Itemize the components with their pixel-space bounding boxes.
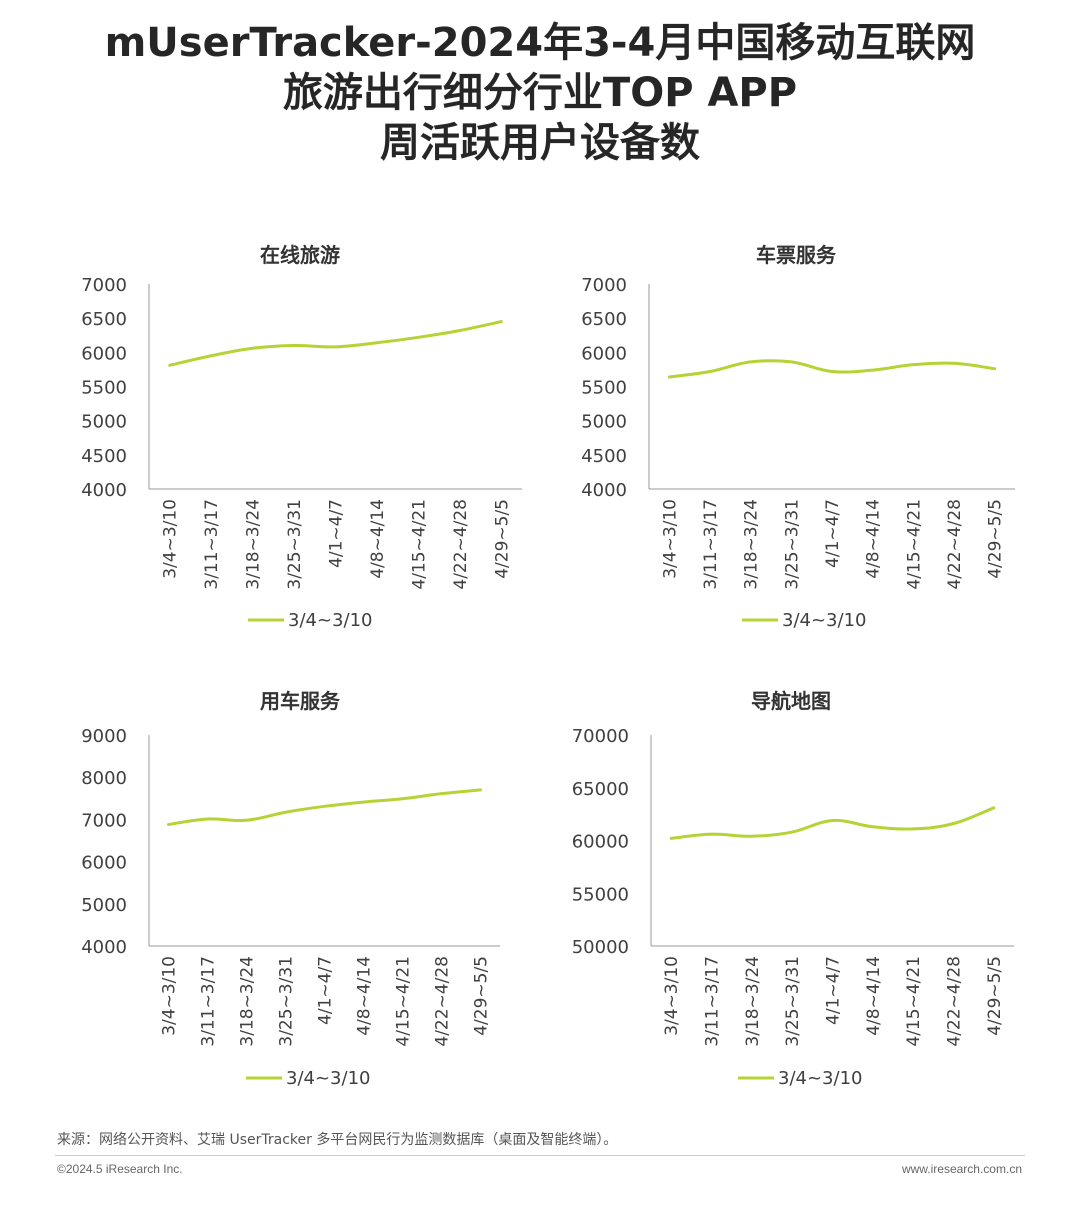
series-line bbox=[168, 320, 503, 367]
x-tick-label: 3/25~3/31 bbox=[277, 956, 297, 1047]
y-tick-label: 4000 bbox=[581, 480, 627, 501]
y-tick-label: 60000 bbox=[572, 832, 629, 853]
x-tick-label: 4/15~4/21 bbox=[904, 499, 924, 590]
y-tick-label: 4000 bbox=[81, 480, 127, 501]
legend: 3/4~3/10 bbox=[742, 610, 866, 631]
x-tick-label: 4/8~4/14 bbox=[864, 956, 884, 1036]
x-tick-label: 4/8~4/14 bbox=[368, 499, 388, 579]
x-tick-label: 4/22~4/28 bbox=[451, 499, 471, 590]
x-tick-label: 3/4~3/10 bbox=[662, 956, 682, 1036]
x-tick-label: 4/1~4/7 bbox=[316, 956, 336, 1025]
x-tick-label: 4/15~4/21 bbox=[904, 956, 924, 1047]
title-line-2: 旅游出行细分行业TOP APP bbox=[282, 70, 798, 116]
series-line bbox=[669, 806, 996, 840]
chart-title: 车票服务 bbox=[756, 243, 837, 267]
x-tick-label: 4/15~4/21 bbox=[394, 956, 414, 1047]
y-tick-label: 70000 bbox=[572, 726, 629, 747]
chart-title: 用车服务 bbox=[260, 689, 341, 713]
y-tick-label: 6500 bbox=[581, 309, 627, 330]
y-tick-label: 4500 bbox=[581, 446, 627, 467]
x-tick-label: 3/11~3/17 bbox=[202, 499, 222, 590]
y-tick-label: 5500 bbox=[581, 378, 627, 399]
legend: 3/4~3/10 bbox=[248, 610, 372, 631]
y-tick-label: 6000 bbox=[81, 853, 127, 874]
title-line-1: mUserTracker-2024年3-4月中国移动互联网 bbox=[104, 20, 976, 66]
page-title: mUserTracker-2024年3-4月中国移动互联网 旅游出行细分行业TO… bbox=[0, 18, 1080, 168]
x-tick-label: 3/4~3/10 bbox=[160, 956, 180, 1036]
legend-label: 3/4~3/10 bbox=[782, 610, 866, 631]
x-tick-label: 3/18~3/24 bbox=[742, 499, 762, 590]
x-tick-label: 3/4~3/10 bbox=[660, 499, 680, 579]
chart-navigation-map: 导航地图 50000 55000 60000 65000 70000 3/4~3/10 3/1… bbox=[572, 689, 1014, 1089]
legend-label: 3/4~3/10 bbox=[778, 1068, 862, 1089]
y-tick-label: 7000 bbox=[81, 810, 127, 831]
y-tick-label: 5000 bbox=[81, 412, 127, 433]
y-tick-label: 50000 bbox=[572, 937, 629, 958]
x-tick-label: 3/11~3/17 bbox=[703, 956, 723, 1047]
x-tick-label: 4/22~4/28 bbox=[945, 499, 965, 590]
x-tick-label: 4/1~4/7 bbox=[327, 499, 347, 568]
x-tick-label: 4/29~5/5 bbox=[492, 499, 512, 579]
x-tick-label: 4/8~4/14 bbox=[864, 499, 884, 579]
footer-divider bbox=[55, 1155, 1025, 1156]
legend: 3/4~3/10 bbox=[246, 1068, 370, 1089]
y-tick-label: 6000 bbox=[581, 343, 627, 364]
chart-online-travel: 在线旅游 4000 4500 5000 5500 6000 6500 7000 3/4~3/10… bbox=[81, 243, 522, 631]
x-tick-label: 3/18~3/24 bbox=[244, 499, 264, 590]
chart-ticket-service: 车票服务 4000 4500 5000 5500 6000 6500 7000 3/4~3/10… bbox=[581, 243, 1015, 631]
x-tick-label: 3/11~3/17 bbox=[701, 499, 721, 590]
x-tick-label: 3/18~3/24 bbox=[743, 956, 763, 1047]
y-tick-label: 5500 bbox=[81, 378, 127, 399]
series-line bbox=[167, 788, 482, 826]
x-tick-label: 4/29~5/5 bbox=[986, 499, 1006, 579]
x-tick-label: 3/4~3/10 bbox=[161, 499, 181, 579]
chart-title: 导航地图 bbox=[751, 689, 831, 713]
x-tick-label: 4/1~4/7 bbox=[824, 956, 844, 1025]
y-tick-label: 9000 bbox=[81, 726, 127, 747]
x-tick-label: 3/25~3/31 bbox=[782, 499, 802, 590]
y-tick-label: 5000 bbox=[81, 895, 127, 916]
legend-label: 3/4~3/10 bbox=[286, 1068, 370, 1089]
y-tick-label: 8000 bbox=[81, 768, 127, 789]
chart-title: 在线旅游 bbox=[260, 243, 340, 267]
title-line-3: 周活跃用户设备数 bbox=[380, 120, 700, 166]
x-tick-label: 4/29~5/5 bbox=[985, 956, 1005, 1036]
x-tick-label: 4/22~4/28 bbox=[945, 956, 965, 1047]
legend: 3/4~3/10 bbox=[738, 1068, 862, 1089]
x-tick-label: 4/8~4/14 bbox=[355, 956, 375, 1036]
x-tick-label: 4/15~4/21 bbox=[409, 499, 429, 590]
copyright: ©2024.5 iResearch Inc. bbox=[57, 1162, 183, 1176]
y-tick-label: 55000 bbox=[572, 884, 629, 905]
x-tick-label: 4/29~5/5 bbox=[472, 956, 492, 1036]
y-tick-label: 4500 bbox=[81, 446, 127, 467]
source-note: 来源：网络公开资料、艾瑞 UserTracker 多平台网民行为监测数据库（桌面… bbox=[57, 1132, 618, 1148]
y-tick-label: 5000 bbox=[581, 412, 627, 433]
x-tick-label: 4/22~4/28 bbox=[433, 956, 453, 1047]
y-tick-label: 6000 bbox=[81, 343, 127, 364]
y-tick-label: 6500 bbox=[81, 309, 127, 330]
x-tick-label: 3/25~3/31 bbox=[285, 499, 305, 590]
legend-label: 3/4~3/10 bbox=[288, 610, 372, 631]
x-tick-label: 3/25~3/31 bbox=[783, 956, 803, 1047]
website-link[interactable]: www.iresearch.com.cn bbox=[901, 1162, 1022, 1176]
chart-car-service: 用车服务 4000 5000 6000 7000 8000 9000 3/4~3/10 3/11… bbox=[81, 689, 500, 1089]
series-line bbox=[667, 359, 997, 379]
x-tick-label: 4/1~4/7 bbox=[823, 499, 843, 568]
x-tick-label: 3/11~3/17 bbox=[199, 956, 219, 1047]
y-tick-label: 7000 bbox=[81, 275, 127, 296]
x-tick-label: 3/18~3/24 bbox=[238, 956, 258, 1047]
y-tick-label: 4000 bbox=[81, 937, 127, 958]
y-tick-label: 65000 bbox=[572, 779, 629, 800]
y-tick-label: 7000 bbox=[581, 275, 627, 296]
